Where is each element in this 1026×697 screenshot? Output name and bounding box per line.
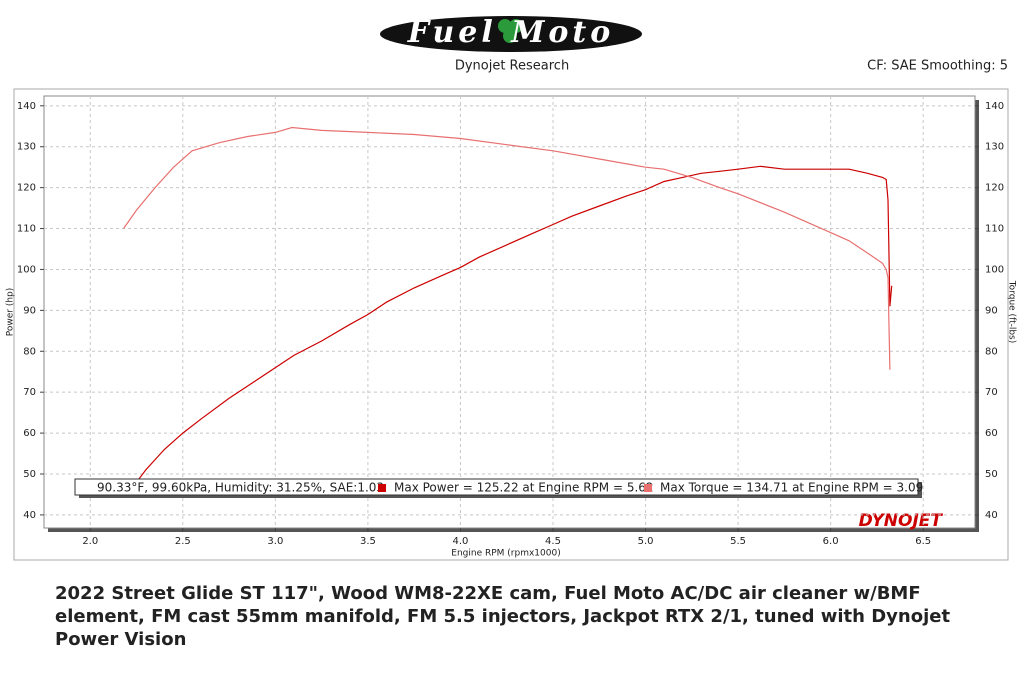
y2-tick-label: 140	[985, 101, 1004, 112]
series-line	[136, 165, 893, 483]
plot-layer	[40, 96, 979, 532]
logo: Fuel Moto	[407, 15, 615, 50]
y2-tick-label: 40	[985, 510, 998, 521]
caption: 2022 Street Glide ST 117", Wood WM8-22XE…	[55, 583, 951, 650]
y2-tick-label: 90	[985, 305, 998, 316]
y2-tick-label: 50	[985, 469, 998, 480]
x-tick-label: 4.5	[545, 536, 561, 547]
y2-axis-title: Torque (ft-lbs)	[1007, 280, 1017, 344]
plot-area	[43, 95, 976, 529]
y-tick-label: 110	[17, 224, 36, 235]
x-tick-label: 5.5	[730, 536, 746, 547]
y2-tick-label: 60	[985, 428, 998, 439]
y-axis-title: Power (hp)	[6, 288, 16, 337]
series-line	[123, 126, 891, 370]
y-tick-label: 70	[23, 387, 36, 398]
y2-tick-label: 100	[985, 264, 1004, 275]
y-tick-label: 50	[23, 469, 36, 480]
x-tick-label: 2.0	[82, 536, 98, 547]
x-tick-label: 5.0	[638, 536, 654, 547]
legend-label: Max Torque = 134.71 at Engine RPM = 3.09	[660, 481, 923, 495]
x-tick-label: 2.5	[175, 536, 191, 547]
x-tick-label: 6.5	[915, 536, 931, 547]
legend: Max Power = 125.22 at Engine RPM = 5.62 M…	[378, 481, 923, 495]
clover-leaf	[503, 29, 517, 43]
y2-tick-label: 120	[985, 183, 1004, 194]
y-tick-label: 90	[23, 305, 36, 316]
x-tick-label: 4.0	[452, 536, 468, 547]
y-tick-label: 130	[17, 142, 36, 153]
y-tick-label: 80	[23, 346, 36, 357]
legend-label: Max Power = 125.22 at Engine RPM = 5.62	[394, 481, 654, 495]
x-tick-label: 6.0	[823, 536, 839, 547]
y-tick-label: 40	[23, 510, 36, 521]
settings-note: CF: SAE Smoothing: 5	[867, 59, 1008, 74]
legend-swatch	[644, 484, 652, 492]
x-axis-title: Engine RPM (rpmx1000)	[451, 549, 560, 559]
x-tick-label: 3.5	[360, 536, 376, 547]
y2-tick-label: 70	[985, 387, 998, 398]
y-tick-label: 60	[23, 428, 36, 439]
y2-tick-label: 110	[985, 224, 1004, 235]
y-tick-label: 140	[17, 101, 36, 112]
y2-tick-label: 80	[985, 346, 998, 357]
y-tick-label: 120	[17, 183, 36, 194]
conditions: 90.33°F, 99.60kPa, Humidity: 31.25%, SAE…	[97, 481, 384, 495]
subtitle: Dynojet Research	[455, 59, 569, 74]
y2-tick-label: 130	[985, 142, 1004, 153]
legend-swatch	[378, 484, 386, 492]
legend-box	[74, 478, 919, 496]
watermark: DYNOJET	[859, 511, 944, 531]
x-tick-label: 3.0	[267, 536, 283, 547]
y-tick-label: 100	[17, 264, 36, 275]
